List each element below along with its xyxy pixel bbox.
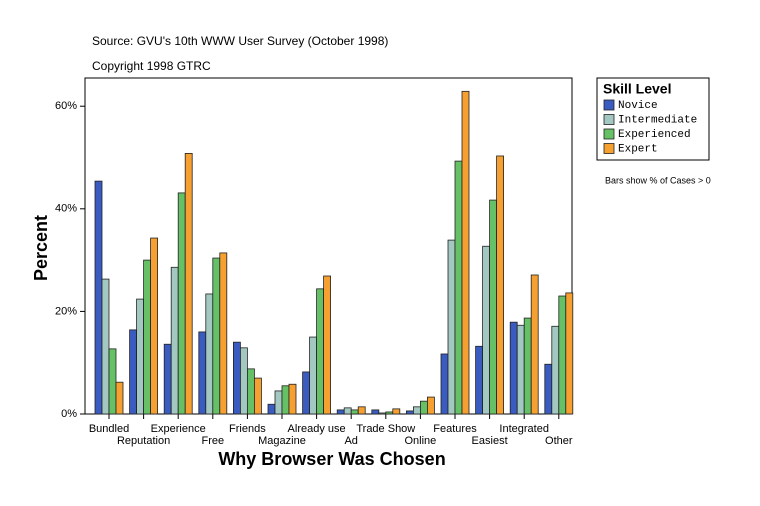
bar — [205, 293, 214, 415]
bar — [516, 324, 525, 415]
bar — [489, 199, 498, 415]
bar — [461, 90, 470, 415]
x-tick-label: Experience — [151, 423, 206, 435]
bar — [150, 237, 159, 415]
bar — [336, 409, 345, 415]
legend-box — [596, 77, 710, 161]
bar — [357, 406, 366, 415]
x-tick-label: Features — [433, 423, 477, 435]
bar — [392, 408, 401, 415]
y-tick-label: 0% — [61, 408, 77, 420]
bar — [496, 155, 505, 415]
y-axis-label: Percent — [31, 215, 51, 281]
x-tick-label: Already use — [288, 423, 346, 435]
x-tick-label: Online — [405, 435, 437, 447]
bar — [482, 245, 491, 415]
bar — [544, 363, 553, 415]
bar — [309, 336, 318, 415]
bar — [163, 343, 172, 415]
bar — [316, 288, 325, 415]
legend-swatch — [603, 99, 615, 111]
bar — [288, 383, 297, 415]
source: Source: GVU's 10th WWW User Survey (Octo… — [92, 34, 388, 48]
bar — [565, 292, 574, 415]
bar — [440, 353, 449, 415]
bar — [447, 239, 456, 415]
bar — [371, 409, 380, 415]
bar — [343, 407, 352, 415]
bar — [509, 321, 518, 415]
bar — [246, 368, 255, 415]
x-tick-label: Easiest — [472, 435, 508, 447]
bar — [350, 409, 359, 415]
legend-label: Intermediate — [618, 114, 697, 126]
x-tick-label: Other — [545, 435, 573, 447]
x-tick-label: Integrated — [499, 423, 549, 435]
legend-title: Skill Level — [603, 81, 671, 97]
bar — [323, 275, 332, 415]
legend-swatch — [603, 128, 615, 140]
bar — [129, 329, 138, 415]
bar — [143, 259, 152, 415]
y-tick-label: 20% — [55, 305, 77, 317]
x-tick-label: Trade Show — [356, 423, 415, 435]
x-tick-label: Magazine — [258, 435, 306, 447]
bar — [551, 325, 560, 415]
x-tick-label: Friends — [229, 423, 266, 435]
bar — [523, 317, 532, 415]
bar — [385, 411, 394, 415]
legend-label: Experienced — [618, 129, 691, 141]
bar — [405, 410, 414, 415]
bar — [475, 345, 484, 415]
bar — [136, 298, 145, 415]
bar — [378, 412, 387, 415]
legend-label: Novice — [618, 100, 658, 112]
x-tick-label: Ad — [344, 435, 357, 447]
x-tick-label: Reputation — [117, 435, 170, 447]
bar — [253, 377, 262, 415]
bar — [101, 278, 110, 415]
x-axis-label: Why Browser Was Chosen — [218, 449, 445, 469]
bar — [302, 371, 311, 415]
bar — [212, 257, 221, 415]
bar — [454, 160, 463, 415]
x-tick-label: Free — [201, 435, 224, 447]
y-tick-label: 60% — [55, 100, 77, 112]
bar — [177, 192, 186, 415]
bar — [419, 400, 428, 415]
bar — [558, 295, 567, 415]
bar — [115, 381, 124, 415]
legend-swatch — [603, 143, 615, 154]
bar — [239, 347, 248, 415]
y-tick-label: 40% — [55, 203, 77, 215]
x-tick-label: Bundled — [89, 423, 129, 435]
copyright: Copyright 1998 GTRC — [92, 59, 211, 73]
legend-swatch — [603, 114, 615, 125]
bar — [426, 396, 435, 415]
bar — [530, 274, 539, 415]
bar — [184, 153, 193, 415]
bar — [232, 341, 241, 415]
bar — [94, 180, 103, 415]
legend-label: Expert — [618, 143, 658, 155]
bar — [412, 406, 421, 415]
bar — [274, 390, 283, 415]
bar — [267, 403, 276, 415]
bar — [170, 266, 179, 415]
bar — [219, 252, 228, 415]
note: Bars show % of Cases > 0 — [605, 175, 711, 185]
bar — [281, 385, 290, 415]
bar — [108, 348, 117, 415]
bar — [198, 331, 207, 415]
